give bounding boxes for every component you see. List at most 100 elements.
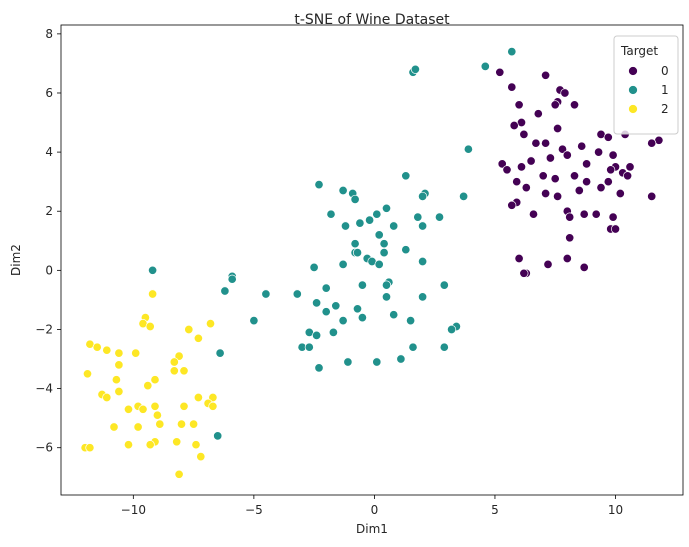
- data-point-target-2: [145, 321, 155, 332]
- y-axis-label: Dim2: [9, 244, 23, 276]
- data-point-target-2: [169, 357, 179, 367]
- data-point-target-0: [577, 141, 587, 151]
- data-point-target-0: [512, 177, 522, 187]
- data-point-target-2: [133, 422, 143, 432]
- data-point-target-1: [439, 280, 449, 290]
- data-point-target-1: [418, 256, 428, 267]
- data-point-target-1: [408, 342, 418, 352]
- data-point-target-0: [541, 188, 551, 199]
- data-point-target-0: [519, 129, 529, 139]
- data-point-target-0: [553, 191, 563, 201]
- data-point-target-1: [439, 342, 449, 352]
- data-point-target-1: [357, 313, 367, 323]
- data-point-target-1: [389, 310, 399, 320]
- legend-marker-2: [628, 104, 638, 114]
- data-point-target-1: [338, 316, 348, 326]
- data-point-target-0: [582, 159, 592, 169]
- data-point-target-1: [321, 283, 331, 293]
- data-point-target-0: [502, 165, 512, 175]
- data-point-target-1: [381, 292, 392, 302]
- data-point-target-2: [85, 443, 95, 453]
- data-point-target-1: [379, 239, 389, 249]
- data-point-target-2: [82, 369, 93, 379]
- data-point-target-2: [191, 440, 201, 450]
- data-point-target-2: [114, 386, 124, 397]
- data-point-target-0: [514, 100, 524, 110]
- data-point-target-2: [150, 401, 160, 411]
- y-tick-label: 8: [45, 27, 53, 41]
- data-point-target-2: [174, 469, 184, 479]
- y-tick-label: 2: [45, 204, 53, 218]
- data-point-target-0: [543, 259, 553, 269]
- data-point-target-1: [463, 144, 473, 154]
- data-point-target-1: [401, 171, 411, 181]
- data-point-target-0: [608, 150, 618, 160]
- data-point-target-0: [565, 212, 575, 222]
- data-point-target-2: [174, 351, 184, 361]
- data-point-target-2: [148, 289, 158, 299]
- data-point-target-0: [519, 268, 529, 278]
- data-point-target-1: [401, 245, 411, 255]
- data-point-target-0: [507, 200, 517, 210]
- data-point-target-2: [193, 333, 203, 343]
- data-point-target-1: [314, 180, 324, 190]
- data-point-target-0: [550, 174, 560, 184]
- y-axis: −6 −4 −2 0 2 4 6 8: [35, 27, 61, 455]
- data-point-target-1: [507, 47, 517, 57]
- data-point-target-1: [312, 298, 322, 308]
- data-point-target-2: [102, 345, 112, 355]
- legend: Target 0 1 2: [613, 35, 679, 135]
- data-point-target-0: [507, 82, 517, 92]
- data-point-target-2: [138, 404, 148, 414]
- y-tick-label: 6: [45, 86, 53, 100]
- data-point-target-2: [143, 381, 153, 391]
- data-point-target-0: [521, 183, 531, 193]
- data-point-target-0: [608, 212, 618, 222]
- data-point-target-0: [541, 70, 551, 80]
- data-point-target-1: [418, 221, 428, 231]
- data-point-target-1: [355, 218, 365, 228]
- data-point-target-2: [172, 437, 182, 447]
- data-point-target-1: [304, 342, 314, 352]
- data-point-target-2: [102, 392, 112, 403]
- data-point-target-2: [179, 366, 189, 376]
- data-point-target-0: [495, 67, 505, 77]
- data-point-target-0: [569, 100, 580, 110]
- data-point-target-0: [569, 171, 580, 181]
- data-point-target-1: [314, 363, 324, 373]
- data-point-target-1: [410, 64, 420, 74]
- data-point-target-0: [533, 109, 543, 119]
- data-point-target-1: [350, 239, 360, 249]
- data-point-target-0: [550, 100, 560, 110]
- x-tick-label: 0: [371, 503, 379, 517]
- data-point-target-1: [381, 203, 392, 213]
- data-point-target-0: [603, 132, 613, 142]
- points-layer: [80, 47, 664, 479]
- data-point-target-0: [553, 123, 563, 134]
- data-point-target-0: [497, 159, 507, 169]
- data-point-target-1: [249, 316, 259, 326]
- data-point-target-2: [131, 348, 141, 358]
- data-point-target-2: [152, 410, 162, 420]
- data-point-target-2: [184, 324, 194, 335]
- data-point-target-0: [528, 209, 539, 219]
- data-point-target-0: [562, 150, 572, 160]
- data-point-target-1: [434, 212, 445, 222]
- data-point-target-1: [213, 431, 223, 441]
- data-point-target-2: [196, 452, 206, 462]
- data-point-target-2: [189, 419, 199, 429]
- data-point-target-1: [459, 191, 469, 201]
- data-point-target-0: [606, 165, 616, 175]
- data-point-target-2: [109, 422, 119, 432]
- data-point-target-0: [565, 233, 575, 243]
- data-point-target-1: [379, 248, 389, 258]
- y-tick-label: 4: [45, 145, 53, 159]
- data-point-target-0: [538, 171, 548, 181]
- data-point-target-1: [292, 289, 302, 299]
- data-point-target-2: [150, 375, 160, 385]
- data-point-target-1: [338, 185, 348, 196]
- data-point-target-1: [148, 265, 158, 275]
- data-point-target-0: [579, 209, 589, 219]
- data-point-target-1: [396, 354, 406, 364]
- y-tick-label: −2: [35, 322, 53, 336]
